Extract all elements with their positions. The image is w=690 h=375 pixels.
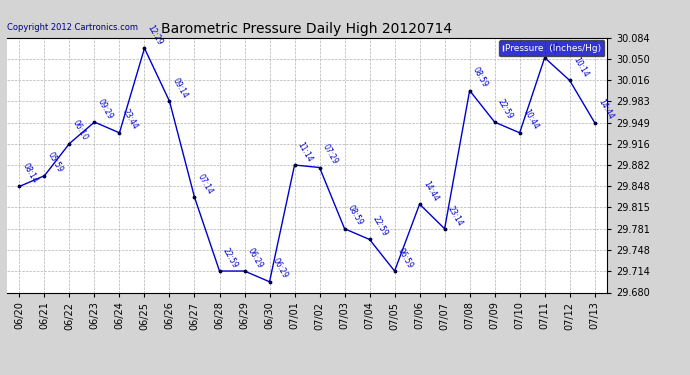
Text: 08:59: 08:59 (471, 66, 490, 89)
Text: 08:14: 08:14 (21, 162, 39, 185)
Legend: Pressure  (Inches/Hg): Pressure (Inches/Hg) (500, 40, 604, 56)
Text: 10:14: 10:14 (571, 56, 590, 79)
Text: 22:59: 22:59 (221, 246, 239, 270)
Text: 09:14: 09:14 (171, 76, 190, 100)
Text: 11:14: 11:14 (296, 140, 315, 164)
Text: 10:44: 10:44 (521, 108, 540, 131)
Text: 06:29: 06:29 (246, 246, 265, 270)
Text: 23:44: 23:44 (121, 108, 139, 131)
Text: 22:59: 22:59 (371, 215, 390, 238)
Text: 06:29: 06:29 (271, 257, 290, 280)
Text: Copyright 2012 Cartronics.com: Copyright 2012 Cartronics.com (7, 23, 138, 32)
Text: 06:59: 06:59 (396, 246, 415, 270)
Title: Barometric Pressure Daily High 20120714: Barometric Pressure Daily High 20120714 (161, 22, 453, 36)
Text: 23:14: 23:14 (446, 204, 464, 227)
Text: 14:44: 14:44 (421, 179, 440, 203)
Text: 06:10: 06:10 (71, 119, 90, 142)
Text: 07:29: 07:29 (321, 143, 339, 166)
Text: 12:29: 12:29 (146, 24, 164, 47)
Text: 05:59: 05:59 (46, 151, 65, 174)
Text: 09:29: 09:29 (96, 97, 115, 121)
Text: 07:14: 07:14 (196, 172, 215, 196)
Text: 08:59: 08:59 (346, 204, 365, 227)
Text: 10:: 10: (546, 41, 560, 56)
Text: 22:59: 22:59 (496, 98, 515, 121)
Text: 14:44: 14:44 (596, 98, 615, 122)
